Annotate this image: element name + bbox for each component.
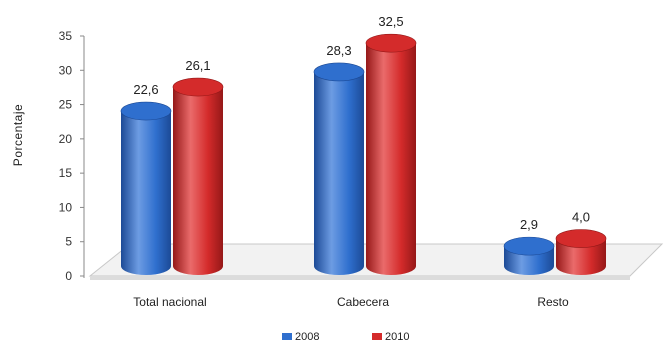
data-label: 22,6: [133, 82, 158, 97]
bar: [172, 77, 224, 276]
bar-body: [556, 238, 606, 275]
data-label: 4,0: [572, 210, 590, 225]
legend: 2008 2010: [282, 331, 409, 343]
data-label: 26,1: [185, 58, 210, 73]
bar-top: [503, 236, 555, 256]
y-tick-label: 15: [59, 166, 73, 180]
legend-swatch: [372, 333, 382, 340]
bars: [120, 33, 607, 276]
bar: [503, 236, 555, 275]
y-tick-label: 25: [59, 98, 73, 112]
y-tick-label: 30: [59, 63, 73, 77]
y-tick-label: 20: [59, 132, 73, 146]
x-tick-label: Total nacional: [133, 295, 206, 309]
y-tick-label: 5: [65, 235, 72, 249]
y-axis-ticks: 0 5 10 15 20 25 30 35: [59, 29, 84, 283]
y-axis-label: Porcentaje: [11, 104, 25, 166]
bar-top: [365, 33, 417, 53]
bar-body: [121, 111, 171, 276]
bar-top: [172, 77, 224, 97]
y-tick-label: 0: [65, 269, 72, 283]
bar-body: [366, 43, 416, 276]
legend-swatch: [282, 333, 292, 340]
category-labels: Total nacional Cabecera Resto: [133, 295, 569, 309]
y-tick-label: 10: [59, 200, 73, 214]
x-tick-label: Resto: [537, 295, 569, 309]
bar: [555, 229, 607, 275]
bar-body: [314, 71, 364, 275]
legend-label: 2008: [295, 331, 319, 343]
legend-label: 2010: [385, 331, 409, 343]
data-label: 2,9: [520, 217, 538, 232]
y-tick-label: 35: [59, 29, 73, 43]
bar-top: [555, 229, 607, 248]
data-label: 28,3: [326, 43, 351, 58]
data-label: 32,5: [378, 14, 403, 29]
x-tick-label: Cabecera: [337, 295, 389, 309]
bar-body: [173, 87, 223, 276]
data-labels: 22,6 26,1 28,3 32,5 2,9 4,0: [133, 14, 590, 232]
bar: [313, 62, 365, 275]
bar: [365, 33, 417, 276]
bar: [120, 101, 172, 276]
bar-top: [120, 101, 172, 121]
bar-top: [313, 62, 365, 82]
chart-floor-edge: [90, 276, 630, 280]
